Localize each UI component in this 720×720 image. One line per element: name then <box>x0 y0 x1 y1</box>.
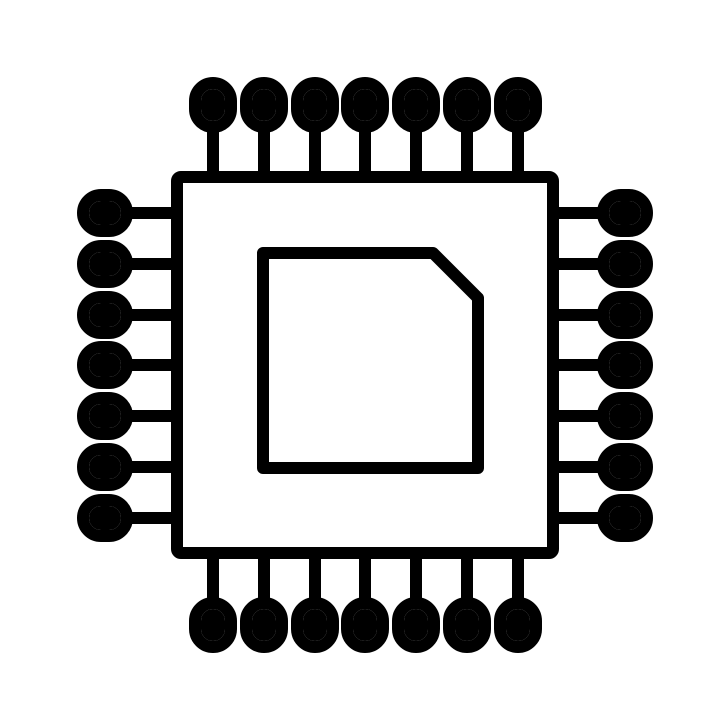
microchip-icon <box>0 0 720 720</box>
